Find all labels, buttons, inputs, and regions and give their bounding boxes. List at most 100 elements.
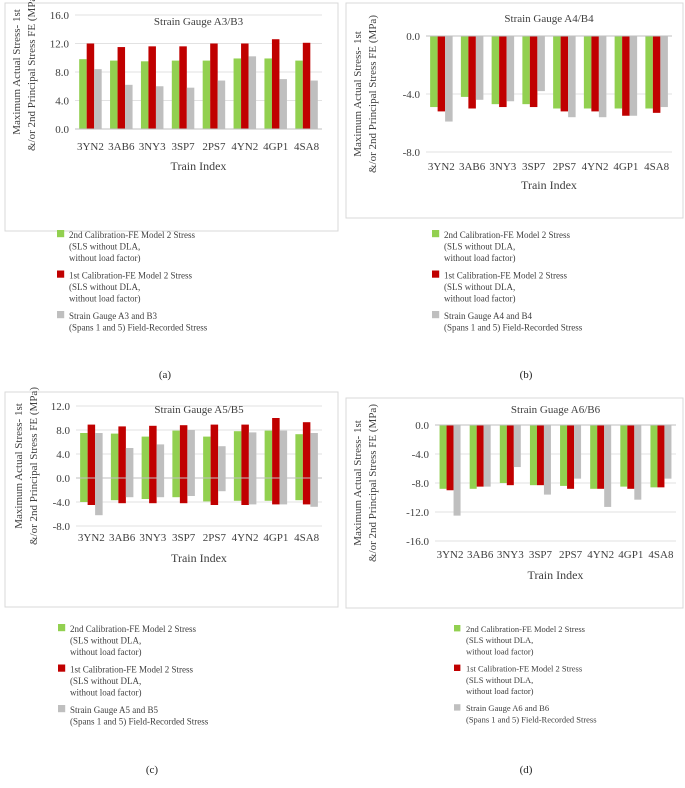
bar-red [657, 425, 665, 488]
x-tick-label: 2PS7 [202, 141, 226, 153]
bar-green [233, 431, 242, 478]
chart-title: Strain Guage A6/B6 [511, 404, 601, 416]
bar-red [148, 46, 156, 129]
chart-title: Strain Gauge A5/B5 [154, 404, 244, 416]
bar-green [499, 425, 507, 483]
y-axis-label-line: Maximum Actual Stress- 1st [13, 403, 25, 529]
bar-green [171, 60, 180, 129]
y-tick-label: 0.0 [56, 473, 70, 485]
bar-red [627, 425, 635, 489]
legend-label: Strain Gauge A5 and B5 [70, 705, 158, 715]
bar-red [302, 422, 311, 478]
bar-green [650, 425, 658, 488]
bar-gray [506, 36, 515, 102]
chart-frame [4, 391, 339, 608]
bar-green [439, 425, 447, 489]
bar-red [271, 39, 280, 129]
bar-red [117, 47, 126, 129]
x-tick-label: 4SA8 [294, 141, 320, 153]
bar-red [529, 36, 538, 108]
bar-gray [156, 478, 165, 498]
x-tick-label: 3NY3 [489, 161, 516, 173]
bar-green [110, 60, 118, 129]
legend-swatch-red [57, 270, 65, 278]
x-tick-label: 3YN2 [78, 532, 105, 544]
bar-gray [568, 36, 576, 118]
bar-green [80, 433, 88, 478]
legend: 2nd Calibration-FE Model 2 Stress (SLS wi… [432, 230, 583, 333]
bar-gray [310, 433, 318, 478]
bar-green [264, 58, 272, 129]
bar-gray [248, 478, 257, 505]
bar-green [264, 430, 273, 478]
y-axis-label-line: &/or 2nd Principal Stress FE (MPa) [367, 404, 379, 562]
bar-gray [483, 425, 491, 487]
bar-green [295, 478, 303, 501]
y-tick-label: -12.0 [406, 507, 429, 519]
panel-label: (a) [159, 369, 172, 381]
bar-gray [187, 478, 195, 496]
legend-swatch-gray [432, 311, 440, 319]
bar-red [210, 43, 218, 129]
bar-gray [598, 36, 607, 118]
bar-gray [125, 448, 134, 478]
bar-red [560, 36, 569, 112]
x-tick-label: 4YN2 [232, 532, 259, 544]
bar-green [141, 436, 150, 478]
bar-green [140, 61, 149, 129]
bar-green [491, 36, 500, 105]
chart-frame [345, 397, 684, 609]
bar-red [622, 36, 630, 116]
x-tick-label: 3NY3 [139, 532, 166, 544]
legend-label: (SLS without DLA, [466, 675, 533, 685]
y-tick-label: 0.0 [415, 420, 429, 432]
legend-label: (Spans 1 and 5) Field-Recorded Stress [69, 323, 208, 333]
x-tick-label: 4GP1 [613, 161, 638, 173]
bar-gray [279, 430, 288, 478]
x-axis-label: Train Index [528, 568, 584, 582]
legend-label: 2nd Calibration-FE Model 2 Stress [69, 230, 195, 240]
bar-red [179, 46, 187, 129]
legend-label: (SLS without DLA, [70, 676, 141, 686]
legend-label: (SLS without DLA, [466, 635, 533, 645]
bar-red [591, 36, 599, 112]
bar-green [522, 36, 530, 105]
bar-gray [513, 425, 521, 468]
bar-gray [94, 69, 102, 129]
bar-gray [218, 478, 226, 492]
legend-swatch-green [57, 230, 65, 238]
x-tick-label: 4SA8 [644, 161, 670, 173]
bar-gray [574, 425, 582, 479]
legend-label: (SLS without DLA, [69, 282, 140, 292]
bar-green [590, 425, 598, 489]
y-axis-label-line: Maximum Actual Stress- 1st [352, 420, 364, 546]
bar-gray [218, 446, 226, 478]
bar-green [202, 60, 211, 129]
x-tick-label: 2PS7 [553, 161, 577, 173]
legend-swatch-red [58, 664, 66, 672]
bar-gray [310, 80, 318, 129]
y-tick-label: 4.0 [55, 96, 69, 108]
y-tick-label: -8.0 [53, 521, 71, 533]
legend-label: (SLS without DLA, [69, 242, 140, 252]
panel-b: 0.0 -4.0 -8.0 Strain Gauge A4/B4 3YN2 3AB6 3NY… [345, 2, 684, 381]
bar-red [567, 425, 575, 489]
y-tick-label: 8.0 [56, 425, 70, 437]
bar-red [118, 478, 126, 504]
y-tick-label: -8.0 [412, 478, 430, 490]
y-tick-label: 0.0 [406, 31, 420, 43]
x-tick-label: 3AB6 [467, 549, 494, 561]
y-axis-label-line: &/or 2nd Principal Stress FE (MPa) [26, 0, 38, 151]
legend-label: 1st Calibration-FE Model 2 Stress [70, 665, 193, 675]
bar-red [87, 424, 96, 478]
legend-label: (SLS without DLA, [444, 282, 515, 292]
y-tick-label: -16.0 [406, 536, 429, 548]
x-tick-label: 3YN2 [77, 141, 104, 153]
bar-green [233, 58, 242, 129]
bar-green [553, 36, 561, 109]
x-tick-label: 3SP7 [529, 549, 553, 561]
legend-label: without load factor) [70, 688, 141, 698]
legend: 2nd Calibration-FE Model 2 Stress (SLS wi… [58, 624, 209, 727]
x-tick-label: 4YN2 [587, 549, 614, 561]
bar-green [583, 36, 592, 109]
